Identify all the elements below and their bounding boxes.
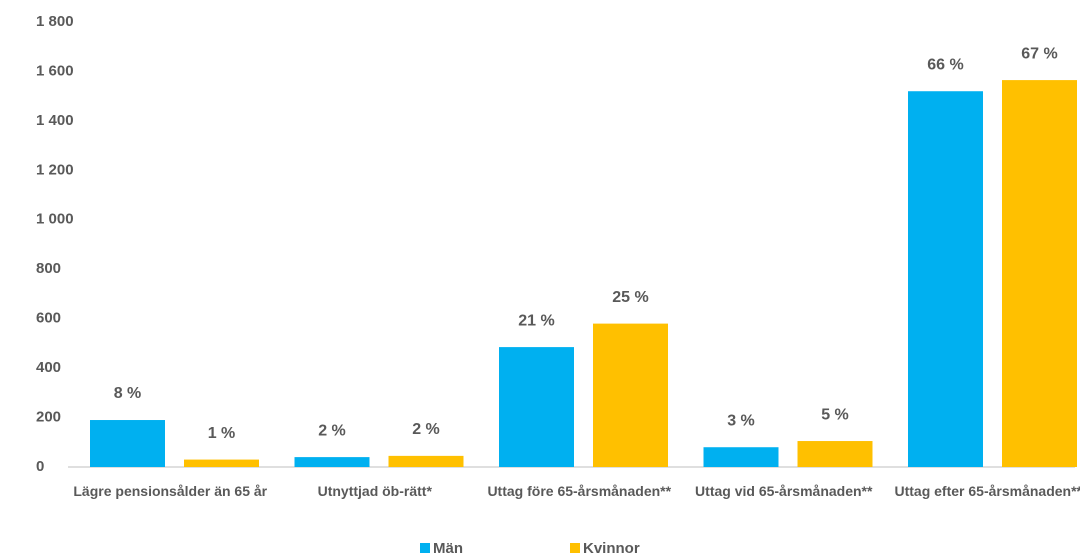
data-label: 21 % [518,312,554,329]
data-label: 8 % [114,385,142,402]
legend-swatch [570,543,580,553]
y-tick-label: 600 [36,310,61,327]
y-tick-label: 1 200 [36,161,74,178]
bar [90,420,165,467]
y-tick-label: 800 [36,260,61,277]
data-label: 25 % [612,289,648,306]
bar [703,447,779,467]
y-tick-label: 1 800 [36,13,74,30]
y-tick-label: 0 [36,458,44,475]
legend-swatch [420,543,430,553]
bar [294,457,370,467]
bar [184,459,259,467]
y-tick-label: 1 000 [36,211,74,228]
y-tick-label: 400 [36,359,61,376]
data-label: 2 % [318,422,346,439]
x-tick-label: Utnyttjad öb-rätt* [317,483,432,499]
bar [499,347,574,467]
data-label: 3 % [727,412,755,429]
y-tick-label: 200 [36,409,61,426]
bar [388,455,464,467]
y-tick-label: 1 400 [36,112,74,129]
y-tick-label: 1 600 [36,62,74,79]
bar [797,441,873,467]
x-tick-label: Uttag vid 65-årsmånaden** [695,483,873,499]
x-tick-label: Uttag före 65-årsmånaden** [487,483,672,499]
data-label: 1 % [208,425,236,442]
data-label: 2 % [412,421,440,438]
x-tick-label: Lägre pensionsålder än 65 år [73,483,268,499]
bar [908,91,983,467]
data-label: 66 % [927,56,963,73]
legend-label: Kvinnor [583,540,640,557]
bar [593,323,668,467]
data-label: 5 % [821,406,849,423]
x-tick-label: Uttag efter 65-årsmånaden** [894,483,1080,499]
legend-label: Män [433,540,463,557]
data-label: 67 % [1021,45,1057,62]
bar [1002,80,1077,467]
